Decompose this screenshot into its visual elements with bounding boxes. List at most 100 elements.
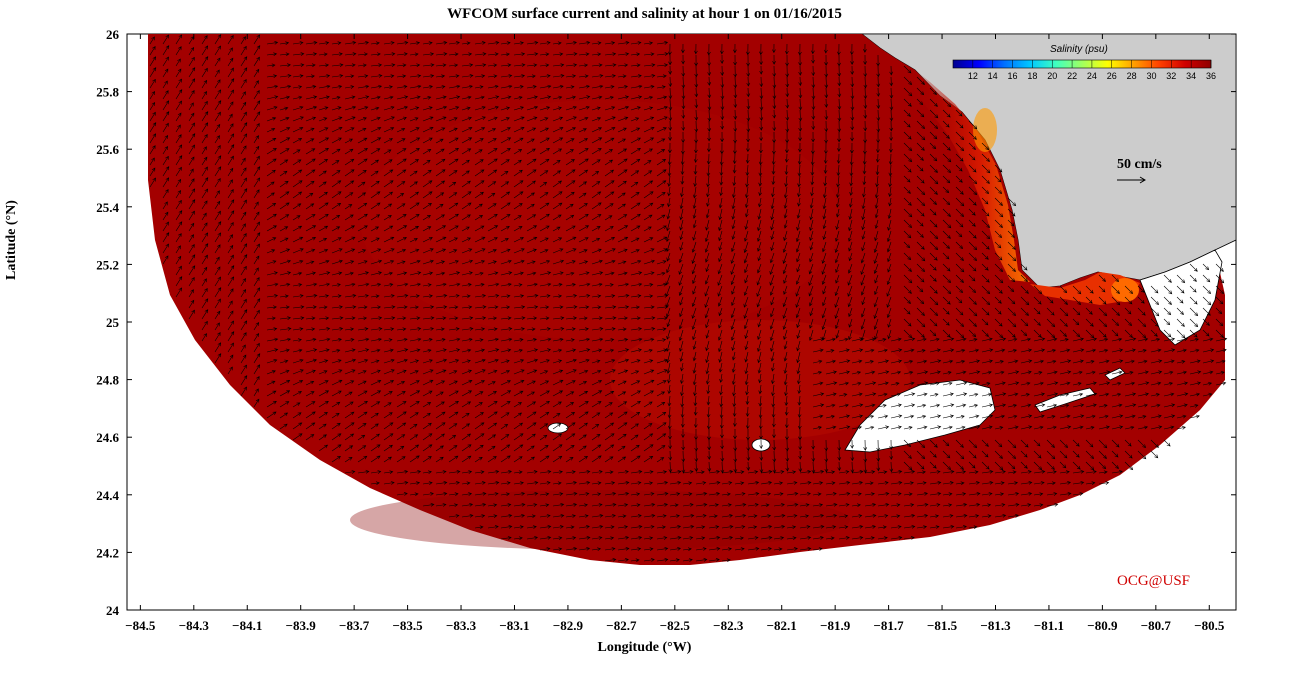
current-vector-arrow	[383, 63, 396, 67]
current-vector-arrow	[357, 213, 368, 221]
x-tick-label: −83.1	[499, 618, 529, 633]
current-vector-arrow	[1007, 470, 1017, 475]
current-vector-arrow	[396, 138, 406, 144]
current-vector-arrow	[757, 307, 762, 318]
current-vector-arrow	[617, 138, 626, 144]
current-vector-arrow	[771, 395, 776, 408]
current-vector-arrow	[757, 208, 762, 220]
current-vector-arrow	[783, 362, 788, 374]
current-vector-arrow	[396, 456, 406, 463]
current-vector-arrow	[968, 450, 977, 459]
current-vector-arrow	[396, 63, 407, 68]
current-vector-arrow	[383, 391, 393, 397]
current-vector-arrow	[331, 191, 342, 199]
current-vector-arrow	[552, 470, 563, 474]
current-vector-arrow	[1007, 450, 1017, 460]
current-vector-arrow	[1124, 414, 1136, 419]
current-vector-arrow	[809, 208, 814, 221]
current-vector-arrow	[266, 169, 276, 177]
current-vector-arrow	[396, 470, 409, 474]
current-vector-arrow	[785, 87, 790, 98]
current-vector-arrow	[890, 514, 901, 518]
current-vector-arrow	[461, 271, 473, 276]
current-vector-arrow	[396, 105, 409, 111]
current-vector-arrow	[929, 274, 937, 282]
current-vector-arrow	[772, 131, 776, 144]
current-vector-arrow	[331, 126, 343, 133]
current-vector-arrow	[1163, 359, 1175, 364]
current-vector-arrow	[292, 203, 302, 210]
current-vector-arrow	[707, 87, 712, 99]
current-vector-arrow	[474, 503, 487, 507]
current-vector-arrow	[968, 348, 980, 353]
current-vector-arrow	[643, 369, 655, 375]
current-vector-arrow	[318, 400, 329, 408]
current-vector-arrow	[771, 186, 775, 198]
current-vector-arrow	[513, 63, 526, 67]
current-vector-arrow	[1189, 285, 1197, 293]
current-vector-arrow	[929, 461, 937, 469]
current-vector-arrow	[461, 84, 473, 89]
current-vector-arrow	[733, 54, 737, 66]
current-vector-arrow	[848, 219, 853, 232]
current-vector-arrow	[162, 243, 169, 254]
current-vector-arrow	[994, 164, 1003, 173]
current-vector-arrow	[513, 305, 526, 309]
current-vector-arrow	[758, 175, 763, 187]
current-vector-arrow	[604, 226, 614, 232]
current-vector-arrow	[864, 359, 874, 364]
current-vector-arrow	[617, 380, 627, 386]
current-vector-arrow	[994, 241, 1002, 249]
current-vector-arrow	[916, 349, 926, 353]
current-vector-arrow	[1072, 337, 1085, 342]
current-vector-arrow	[630, 390, 641, 397]
current-vector-arrow	[240, 233, 247, 243]
current-vector-arrow	[435, 148, 445, 155]
current-vector-arrow	[656, 159, 667, 166]
current-vector-arrow	[474, 456, 483, 463]
current-vector-arrow	[604, 85, 615, 89]
current-vector-arrow	[383, 348, 394, 353]
current-vector-arrow	[578, 203, 588, 210]
current-vector-arrow	[1020, 480, 1033, 485]
current-vector-arrow	[578, 116, 589, 122]
current-vector-arrow	[786, 547, 798, 551]
current-vector-arrow	[669, 481, 682, 485]
current-vector-arrow	[435, 138, 444, 144]
current-vector-arrow	[162, 34, 169, 45]
current-vector-arrow	[942, 197, 951, 206]
current-vector-arrow	[643, 444, 654, 452]
current-vector-arrow	[396, 492, 408, 496]
current-vector-arrow	[903, 470, 916, 474]
current-vector-arrow	[694, 65, 699, 78]
current-vector-arrow	[175, 78, 182, 89]
current-vector-arrow	[1176, 337, 1189, 342]
current-vector-arrow	[604, 95, 614, 100]
current-vector-arrow	[175, 58, 181, 67]
current-vector-arrow	[942, 208, 951, 217]
current-vector-arrow	[656, 41, 669, 45]
current-vector-arrow	[643, 237, 654, 243]
current-vector-arrow	[822, 208, 827, 220]
current-vector-arrow	[175, 221, 183, 232]
current-vector-arrow	[1033, 371, 1043, 375]
current-vector-arrow	[461, 337, 473, 342]
current-vector-arrow	[253, 45, 261, 56]
current-vector-arrow	[357, 411, 368, 419]
current-vector-arrow	[461, 202, 472, 210]
current-vector-arrow	[667, 164, 672, 177]
current-vector-arrow	[240, 354, 247, 364]
current-vector-arrow	[604, 159, 614, 166]
current-vector-arrow	[500, 380, 511, 386]
current-vector-arrow	[253, 211, 260, 221]
current-vector-arrow	[759, 450, 764, 461]
current-vector-arrow	[617, 422, 628, 430]
current-vector-arrow	[422, 359, 433, 364]
current-vector-arrow	[680, 395, 685, 408]
current-vector-arrow	[604, 481, 616, 485]
current-vector-arrow	[929, 450, 937, 458]
current-vector-arrow	[461, 116, 472, 122]
current-vector-arrow	[227, 47, 233, 56]
current-vector-arrow	[500, 424, 509, 430]
current-vector-arrow	[851, 514, 863, 518]
